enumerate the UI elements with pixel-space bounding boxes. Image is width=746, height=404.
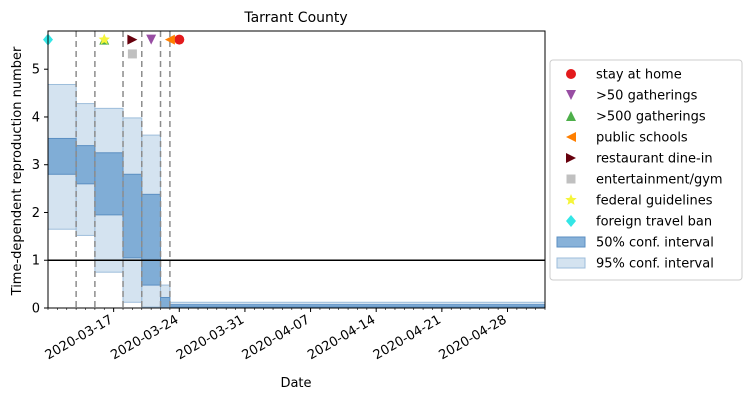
- x-tick-label-1: 2020-03-24: [108, 312, 181, 363]
- ci50-segment-4: [141, 193, 162, 286]
- y-tick-label-0: 0: [32, 302, 40, 317]
- intervention-dashed-lines: [75, 31, 171, 308]
- y-axis-label: Time-dependent reproduction number: [10, 46, 25, 296]
- legend: stay at home >50 gatherings >500 gathering…: [549, 59, 743, 281]
- legend-marker-0: [566, 69, 576, 79]
- x-tick-label-0: 2020-03-17: [43, 312, 116, 363]
- y-axis: 0 1 2 3 4 5: [32, 63, 48, 317]
- legend-swatch-8: [556, 236, 586, 248]
- intervention-marker-4: [127, 34, 138, 45]
- intervention-marker-0: [174, 34, 185, 45]
- x-axis: 2020-03-172020-03-242020-03-312020-04-07…: [43, 308, 546, 363]
- y-tick-label-4: 4: [32, 110, 40, 125]
- legend-marker-1: [566, 90, 576, 100]
- ci50-segment-5: [160, 296, 171, 309]
- legend-marker-4: [566, 153, 576, 163]
- ci50-segment-3: [122, 173, 143, 259]
- legend-label-4: restaurant dine-in: [596, 152, 713, 167]
- x-tick-label-2: 2020-03-31: [174, 312, 247, 363]
- y-tick-label-2: 2: [32, 206, 40, 221]
- legend-label-7: foreign travel ban: [596, 215, 712, 230]
- ci50-segment-1: [75, 145, 96, 185]
- legend-label-0: stay at home: [596, 68, 682, 83]
- legend-label-5: entertainment/gym: [596, 173, 723, 188]
- legend-marker-6: [565, 194, 577, 205]
- y-tick-label-3: 3: [32, 158, 40, 173]
- legend-label-6: federal guidelines: [596, 194, 713, 209]
- legend-marker-7: [566, 215, 576, 227]
- x-axis-label: Date: [280, 376, 311, 391]
- legend-marker-5: [566, 174, 576, 184]
- y-tick-label-5: 5: [32, 63, 40, 78]
- intervention-markers: [43, 33, 185, 59]
- intervention-marker-6: [98, 33, 110, 45]
- legend-label-8: 50% conf. interval: [596, 236, 714, 251]
- y-tick-label-1: 1: [32, 254, 40, 269]
- legend-label-3: public schools: [596, 131, 688, 146]
- x-tick-label-5: 2020-04-21: [371, 312, 444, 363]
- x-tick-label-4: 2020-04-14: [305, 312, 378, 363]
- legend-marker-3: [566, 132, 576, 142]
- ci50-segment-0: [47, 137, 77, 175]
- legend-box: [549, 59, 743, 281]
- plot-frame: [47, 30, 546, 309]
- intervention-marker-5: [127, 49, 137, 59]
- legend-label-2: >500 gatherings: [596, 110, 706, 125]
- intervention-marker-1: [146, 34, 157, 45]
- legend-marker-2: [566, 111, 576, 121]
- ci50-segment-2: [94, 152, 124, 216]
- intervention-marker-3: [164, 34, 175, 45]
- x-tick-label-3: 2020-04-07: [240, 312, 313, 363]
- legend-label-9: 95% conf. interval: [596, 257, 714, 272]
- legend-swatch-9: [556, 257, 586, 269]
- x-tick-label-6: 2020-04-28: [437, 312, 510, 363]
- ci50-segment-6: [169, 304, 546, 308]
- chart-title: Tarrant County: [243, 10, 347, 26]
- legend-label-1: >50 gatherings: [596, 89, 698, 104]
